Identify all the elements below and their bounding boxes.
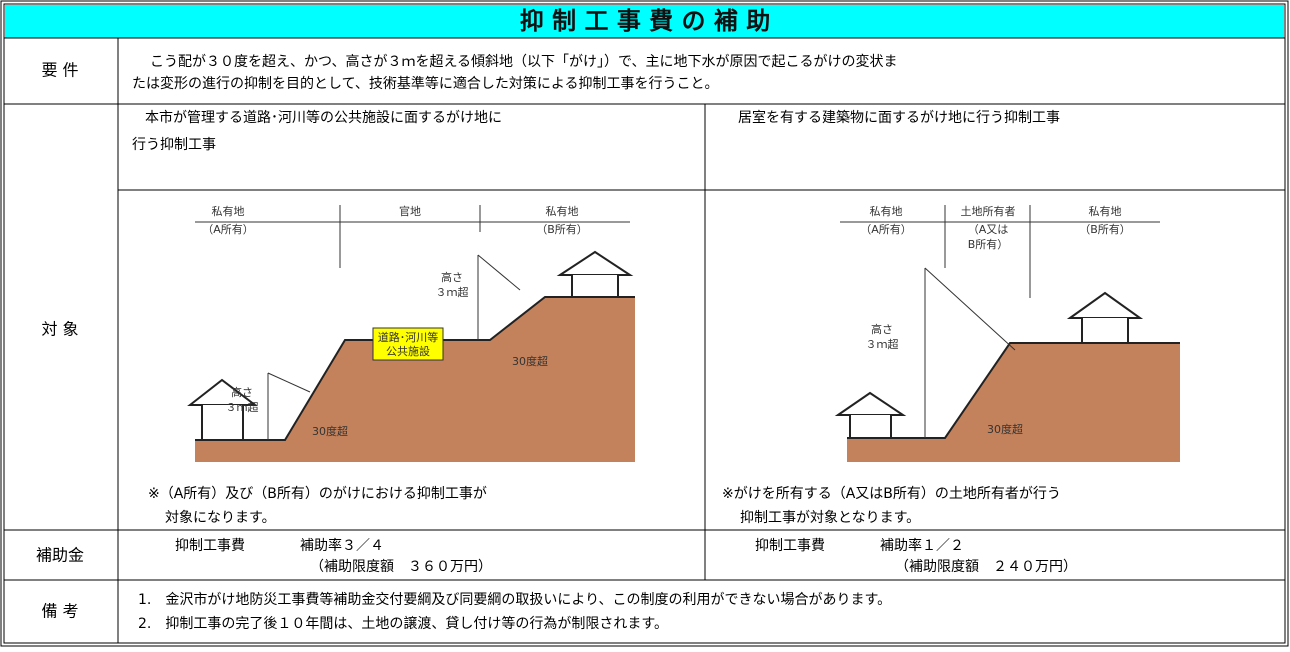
row-label: 備 考 (41, 602, 78, 621)
row-label: 対 象 (41, 320, 78, 339)
diagram-label: 高さ (231, 385, 253, 399)
diagram-label: 高さ (871, 322, 893, 336)
diagram-label: （B所有） (1079, 222, 1131, 236)
grid-lines (4, 37, 1285, 643)
limit: （補助限度額 ２４０万円） (895, 559, 1077, 575)
remark: 2. 抑制工事の完了後１０年間は、土地の譲渡、貸し付け等の行為が制限されます。 (138, 615, 668, 632)
cost: 抑制工事費 (175, 538, 245, 554)
note: ※がけを所有する（A又はB所有）の土地所有者が行う (722, 486, 1061, 502)
note: ※（A所有）及び（B所有）のがけにおける抑制工事が (148, 486, 487, 502)
row-label: 要 件 (41, 61, 78, 80)
diagram-label: 道路･河川等 (378, 330, 439, 344)
row-label: 補助金 (36, 546, 84, 565)
remark: 1. 金沢市がけ地防災工事費等補助金交付要綱及び同要綱の取扱いにより、この制度の… (138, 591, 891, 608)
limit: （補助限度額 ３６０万円） (310, 559, 492, 575)
diagram-label: 私有地 (546, 204, 579, 218)
note: 対象になります。 (165, 510, 276, 526)
diagram-label: 私有地 (1089, 204, 1122, 218)
diagram-label: （A又は (968, 223, 1009, 236)
diagram-label: B所有） (968, 237, 1009, 251)
text: たは変形の進行の抑制を目的として、技術基準等に適合した対策による抑制工事を行うこ… (132, 75, 718, 92)
cost: 抑制工事費 (755, 538, 825, 554)
heading: 行う抑制工事 (132, 137, 216, 153)
frame-inner (3, 3, 1286, 644)
diagram-label: 公共施設 (386, 344, 430, 358)
title-band (5, 5, 1284, 38)
diagram-label: （A所有） (860, 222, 912, 236)
diagram-label: 私有地 (870, 204, 903, 218)
diagram-label: ３ｍ超 (866, 337, 899, 351)
diagram-label: 私有地 (212, 204, 245, 218)
diagram-label: ３ｍ超 (436, 285, 469, 299)
note: 抑制工事が対象となります。 (740, 510, 920, 526)
diagram-label: （A所有） (202, 222, 254, 236)
diagram-left (187, 205, 635, 462)
diagram-label: 高さ (441, 270, 463, 284)
diagram-label: 30度超 (512, 354, 548, 368)
rate: 補助率３／４ (300, 537, 384, 554)
text: こう配が３０度を超え、かつ、高さが３ｍを超える傾斜地（以下「がけ」）で、主に地下… (150, 53, 897, 70)
title: 抑 制 工 事 費 の 補 助 (520, 7, 771, 35)
rate: 補助率１／２ (880, 537, 964, 554)
diagram-label: 30度超 (312, 424, 348, 438)
heading: 本市が管理する道路･河川等の公共施設に面するがけ地に (145, 109, 502, 126)
heading: 居室を有する建築物に面するがけ地に行う抑制工事 (738, 109, 1060, 126)
diagram-label: 官地 (399, 204, 421, 218)
diagram-right (834, 205, 1180, 462)
diagram-label: 土地所有者 (961, 204, 1016, 218)
diagram-label: 30度超 (987, 422, 1023, 436)
diagram-label: （B所有） (536, 222, 588, 236)
diagram-label: ３ｍ超 (226, 400, 259, 414)
